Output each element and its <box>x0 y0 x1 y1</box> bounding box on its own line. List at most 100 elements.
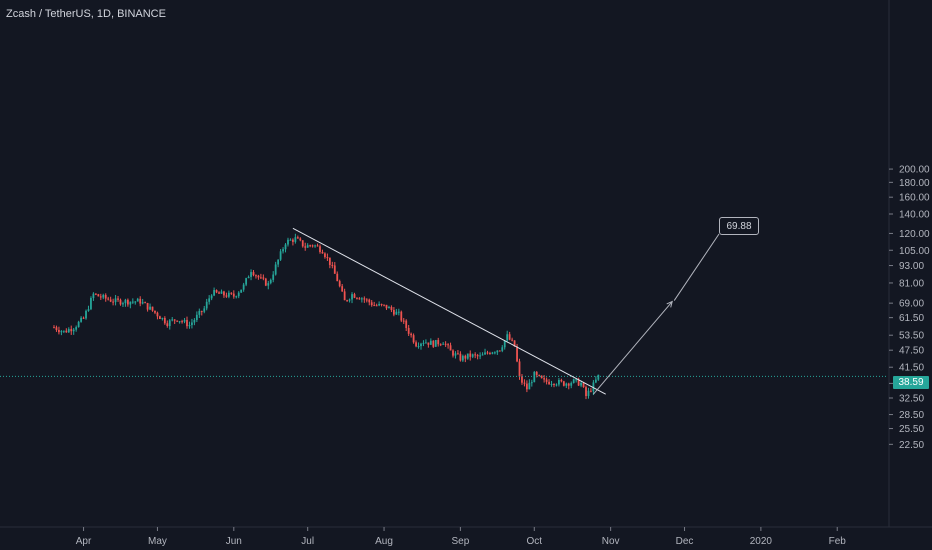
candle-down <box>163 317 166 324</box>
price-axis[interactable]: 200.00 180.00 160.00 140.00 120.00 105.00 93.0… <box>888 0 930 527</box>
time-tick-label: Jun <box>226 536 242 547</box>
candle-down <box>548 381 550 385</box>
candle-down <box>146 302 149 310</box>
candle-up <box>136 298 139 302</box>
candle-up <box>279 251 282 260</box>
candle-down <box>353 294 356 298</box>
candle-down <box>368 299 371 303</box>
candle-down <box>117 298 119 300</box>
time-tick-label: Oct <box>527 536 543 547</box>
candle-up <box>575 379 578 381</box>
candle-down <box>356 297 358 299</box>
time-axis[interactable]: Apr May Jun Jul Aug Sep Oct Nov Dec 2020 Feb <box>0 526 932 547</box>
candle-down <box>333 265 336 274</box>
candle-up <box>466 353 469 359</box>
candle-up <box>555 384 558 386</box>
candle-down <box>577 379 580 386</box>
candle-up <box>417 346 420 348</box>
candle-up <box>289 239 292 241</box>
candle-up <box>397 311 400 313</box>
candle-down <box>186 319 188 327</box>
candle-up <box>240 289 243 293</box>
candle-up <box>592 382 595 392</box>
candle-up <box>422 342 425 344</box>
arrow-head-icon <box>666 300 673 308</box>
candle-down <box>264 278 267 286</box>
candle-down <box>94 293 97 295</box>
candle-up <box>506 334 509 341</box>
candle-up <box>171 319 174 321</box>
candle-down <box>311 245 314 247</box>
candle-up <box>587 390 590 397</box>
candle-up <box>503 340 506 348</box>
drawing-layer <box>0 227 888 395</box>
candle-up <box>245 278 248 285</box>
candle-up <box>388 306 390 309</box>
candle-up <box>533 372 536 383</box>
symbol-title: Zcash / TetherUS, 1D, BINANCE <box>6 8 166 20</box>
candle-down <box>299 238 302 241</box>
candle-up <box>282 249 284 252</box>
candle-down <box>373 305 376 307</box>
candle-up <box>442 343 445 345</box>
candle-up <box>351 294 353 300</box>
candle-up <box>269 279 272 284</box>
candle-up <box>237 292 240 297</box>
price-tick-label: 140.00 <box>899 210 930 221</box>
time-tick-label: Aug <box>375 536 393 547</box>
price-tick-label: 105.00 <box>899 246 930 257</box>
candle-up <box>550 383 553 385</box>
candle-up <box>479 355 481 357</box>
time-tick-label: Sep <box>451 536 469 547</box>
candle-up <box>314 245 316 247</box>
candle-down <box>459 353 462 361</box>
candle-down <box>304 246 307 248</box>
candle-up <box>183 319 186 322</box>
candle-up <box>210 295 213 299</box>
candle-down <box>173 319 176 321</box>
candle-up <box>85 310 87 319</box>
candle-down <box>590 390 592 392</box>
candle-down <box>358 298 361 300</box>
candle-up <box>594 379 597 383</box>
candle-up <box>287 239 289 245</box>
candle-up <box>496 350 499 353</box>
candle-down <box>107 298 110 300</box>
candle-down <box>82 317 85 319</box>
candle-up <box>92 293 95 299</box>
candle-down <box>402 320 405 322</box>
candle-up <box>87 309 90 311</box>
candle-down <box>316 245 319 247</box>
candle-up <box>247 276 250 279</box>
candle-up <box>188 325 191 327</box>
candle-down <box>331 264 334 266</box>
candle-down <box>159 316 161 319</box>
candle-up <box>242 284 245 290</box>
candle-down <box>540 375 543 379</box>
candle-down <box>474 354 477 356</box>
candle-down <box>390 306 393 310</box>
candle-up <box>124 299 127 304</box>
candle-down <box>215 290 218 293</box>
candle-down <box>585 387 587 397</box>
candle-down <box>99 296 102 298</box>
candle-down <box>225 295 228 297</box>
trendline[interactable] <box>292 227 606 395</box>
candle-down <box>452 350 454 356</box>
candle-down <box>380 303 383 305</box>
candle-down <box>538 374 541 376</box>
candle-down <box>383 304 385 306</box>
candle-up <box>191 322 193 326</box>
candle-down <box>469 353 472 357</box>
candle-down <box>511 339 514 341</box>
candle-up <box>484 352 486 355</box>
candle-down <box>432 340 435 347</box>
projection-arrow[interactable] <box>593 301 673 395</box>
candle-up <box>250 272 252 277</box>
candle-up <box>572 379 575 384</box>
candle-down <box>543 378 546 380</box>
candle-down <box>112 301 115 303</box>
candle-up <box>530 382 533 384</box>
price-tick-label: 32.50 <box>899 394 924 405</box>
